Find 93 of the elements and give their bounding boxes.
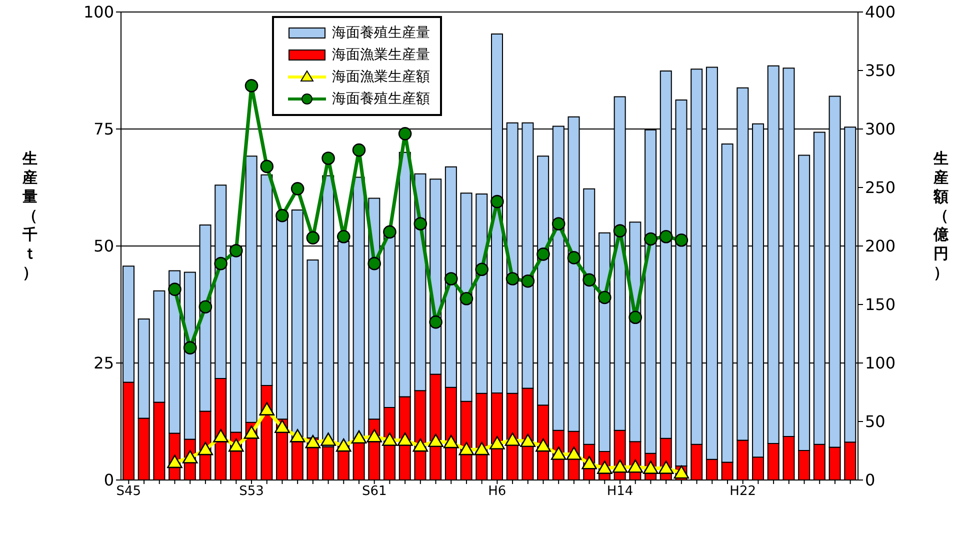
point xyxy=(536,248,550,261)
point xyxy=(490,194,504,208)
point xyxy=(520,434,536,448)
legend-label: 海面養殖生産額 xyxy=(332,90,430,109)
y2-tick-label: 200 xyxy=(865,236,896,256)
point xyxy=(167,454,182,468)
x-tick-label: H14 xyxy=(606,484,634,500)
x-tick-label: H6 xyxy=(488,484,506,500)
point xyxy=(274,420,290,433)
point xyxy=(290,182,304,196)
point xyxy=(628,459,644,473)
point xyxy=(443,434,459,448)
point xyxy=(228,438,244,452)
point xyxy=(198,442,214,456)
point xyxy=(598,290,612,304)
point xyxy=(566,446,582,460)
point xyxy=(521,274,535,288)
legend-label: 海面漁業生産量 xyxy=(332,46,430,65)
point xyxy=(397,432,413,446)
point xyxy=(168,282,182,296)
point xyxy=(351,430,367,444)
point xyxy=(490,436,505,450)
point xyxy=(504,432,520,446)
point xyxy=(582,273,596,287)
point xyxy=(336,438,352,452)
y-tick-label: 75 xyxy=(94,120,114,139)
point xyxy=(658,460,674,474)
point xyxy=(383,225,396,239)
point xyxy=(213,429,228,442)
point xyxy=(536,438,551,452)
point xyxy=(366,429,382,442)
y-tick-label: 100 xyxy=(83,2,114,22)
point xyxy=(429,315,442,329)
point xyxy=(244,79,258,92)
y2-tick-label: 400 xyxy=(865,2,896,22)
y2-tick-label: 300 xyxy=(865,120,896,139)
x-tick-label: S45 xyxy=(116,484,142,500)
point xyxy=(552,217,566,230)
x-tick-label: H22 xyxy=(730,484,756,500)
point xyxy=(414,217,428,230)
point xyxy=(582,456,597,470)
point xyxy=(412,438,428,452)
legend-label: 海面養殖生産量 xyxy=(332,24,430,43)
point xyxy=(643,460,658,474)
point xyxy=(305,434,321,448)
y-tick-label: 25 xyxy=(94,354,114,373)
point xyxy=(290,429,306,442)
point xyxy=(198,300,212,314)
point xyxy=(674,234,688,247)
point xyxy=(398,127,412,140)
point xyxy=(214,256,228,270)
point xyxy=(352,143,366,157)
point xyxy=(597,460,612,474)
point xyxy=(474,442,490,456)
point xyxy=(244,426,260,439)
y2-tick-label: 0 xyxy=(865,470,876,490)
point xyxy=(550,446,566,460)
point xyxy=(628,310,642,324)
point xyxy=(382,432,398,446)
y2-tick-label: 150 xyxy=(865,295,896,314)
x-tick-label: S53 xyxy=(239,484,264,500)
point xyxy=(644,232,658,246)
point xyxy=(320,432,336,446)
y-tick-label: 0 xyxy=(104,470,114,490)
point xyxy=(183,341,197,354)
legend-label: 海面漁業生産額 xyxy=(332,68,430,87)
point xyxy=(336,230,350,244)
point xyxy=(306,231,320,244)
point xyxy=(460,292,474,306)
point xyxy=(567,251,581,264)
y2-tick-label: 100 xyxy=(865,354,896,373)
point xyxy=(230,244,243,258)
y2-tick-label: 250 xyxy=(865,178,896,198)
y2-tick-label: 350 xyxy=(865,61,896,80)
point xyxy=(444,272,458,286)
point xyxy=(322,152,335,165)
y2-axis-title: 生産額（億円） xyxy=(932,150,950,282)
point xyxy=(506,272,520,286)
point xyxy=(458,442,474,456)
point xyxy=(182,450,198,464)
point xyxy=(612,459,628,473)
point xyxy=(428,434,444,448)
point xyxy=(276,208,289,222)
y-axis-title: 生産量（千ｔ） xyxy=(22,150,38,282)
y-tick-label: 50 xyxy=(94,236,114,256)
point xyxy=(475,262,488,276)
point xyxy=(260,160,274,174)
x-tick-label: S61 xyxy=(362,484,387,500)
point xyxy=(368,256,381,270)
y2-tick-label: 50 xyxy=(865,412,886,432)
point xyxy=(659,230,673,244)
point xyxy=(259,402,275,416)
point xyxy=(613,224,627,238)
